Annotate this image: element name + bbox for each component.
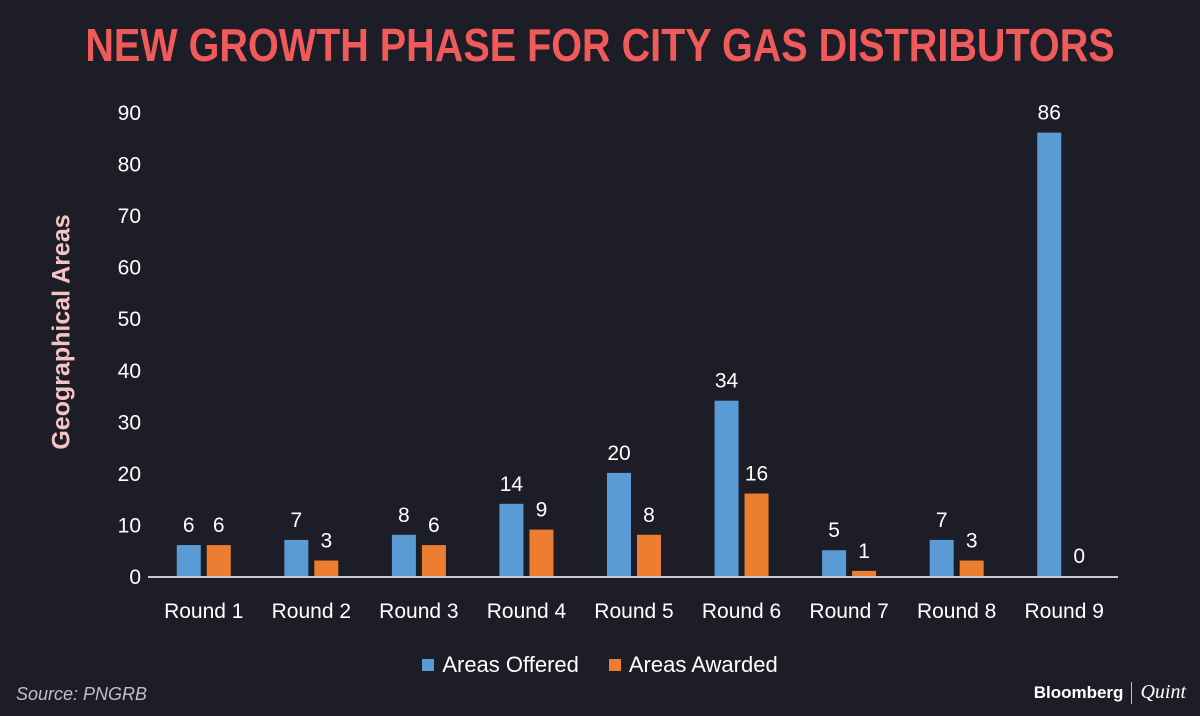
x-tick-label: Round 7 [809,600,888,623]
x-tick-label: Round 4 [487,600,567,623]
bar-offered [929,539,954,576]
bar-offered [499,503,524,576]
y-tick-label: 20 [118,463,141,486]
data-label: 16 [745,463,768,486]
x-tick-label: Round 5 [594,600,673,623]
bar-awarded [421,545,446,576]
data-label: 3 [320,530,332,553]
bar-awarded [314,560,339,576]
chart-title: NEW GROWTH PHASE FOR CITY GAS DISTRIBUTO… [85,19,1115,71]
y-tick-label: 30 [118,411,141,434]
data-label: 6 [428,514,440,537]
legend-label-awarded: Areas Awarded [628,652,778,677]
legend: Areas Offered Areas Awarded [0,652,1200,678]
y-tick-label: 0 [129,566,141,589]
legend-swatch-awarded [608,659,621,671]
data-label: 0 [1073,545,1085,568]
data-label: 6 [213,514,225,537]
bar-offered [714,400,739,576]
bar-awarded [206,545,231,576]
data-label: 7 [290,509,302,532]
x-axis-ticks: Round 1 Round 2 Round 3 Round 4 Round 5 Round… [164,600,1104,623]
y-tick-label: 10 [118,514,141,537]
data-label: 14 [500,473,524,496]
data-label: 86 [1038,102,1061,125]
bar-awarded [959,560,984,576]
data-label: 20 [607,442,630,465]
data-label: 1 [858,540,870,563]
x-tick-label: Round 1 [164,600,243,623]
legend-item-awarded: Areas Awarded [608,652,778,678]
bar-offered [822,550,847,576]
bar-offered [391,534,416,576]
bars [176,132,1062,576]
y-axis-ticks: 0 10 20 30 40 50 60 70 80 90 [118,102,141,589]
brand-subname: Quint [1140,681,1186,703]
brand-divider [1131,681,1133,704]
data-label: 8 [398,504,410,527]
legend-label-offered: Areas Offered [442,652,579,677]
y-tick-label: 90 [118,102,141,125]
data-label: 8 [643,504,655,527]
bar-awarded [744,493,769,576]
bar-awarded [637,534,661,576]
y-tick-label: 40 [118,360,141,383]
data-label: 3 [966,530,978,553]
x-tick-label: Round 9 [1025,600,1104,623]
bar-offered [176,545,201,576]
bar-offered [284,539,309,576]
bar-offered [607,472,631,576]
bar-awarded [529,529,554,576]
data-label: 9 [536,499,548,522]
legend-swatch-offered [422,659,435,671]
y-tick-label: 50 [118,308,141,331]
y-tick-label: 70 [118,205,141,228]
data-label: 5 [828,519,840,542]
y-tick-label: 60 [118,257,141,280]
data-label: 7 [936,509,948,532]
y-tick-label: 80 [118,154,141,177]
x-tick-label: Round 8 [917,600,996,623]
brand-logo: Bloomberg Quint [1034,681,1186,704]
data-label: 34 [715,370,739,393]
brand-name: Bloomberg [1033,682,1124,702]
bar-awarded [852,570,877,576]
legend-item-offered: Areas Offered [422,652,579,678]
bar-offered [1037,132,1062,576]
x-tick-label: Round 3 [379,600,458,623]
x-tick-label: Round 6 [702,600,781,623]
source-note: Source: PNGRB [16,684,148,704]
data-label: 6 [183,514,195,537]
x-tick-label: Round 2 [272,600,351,623]
